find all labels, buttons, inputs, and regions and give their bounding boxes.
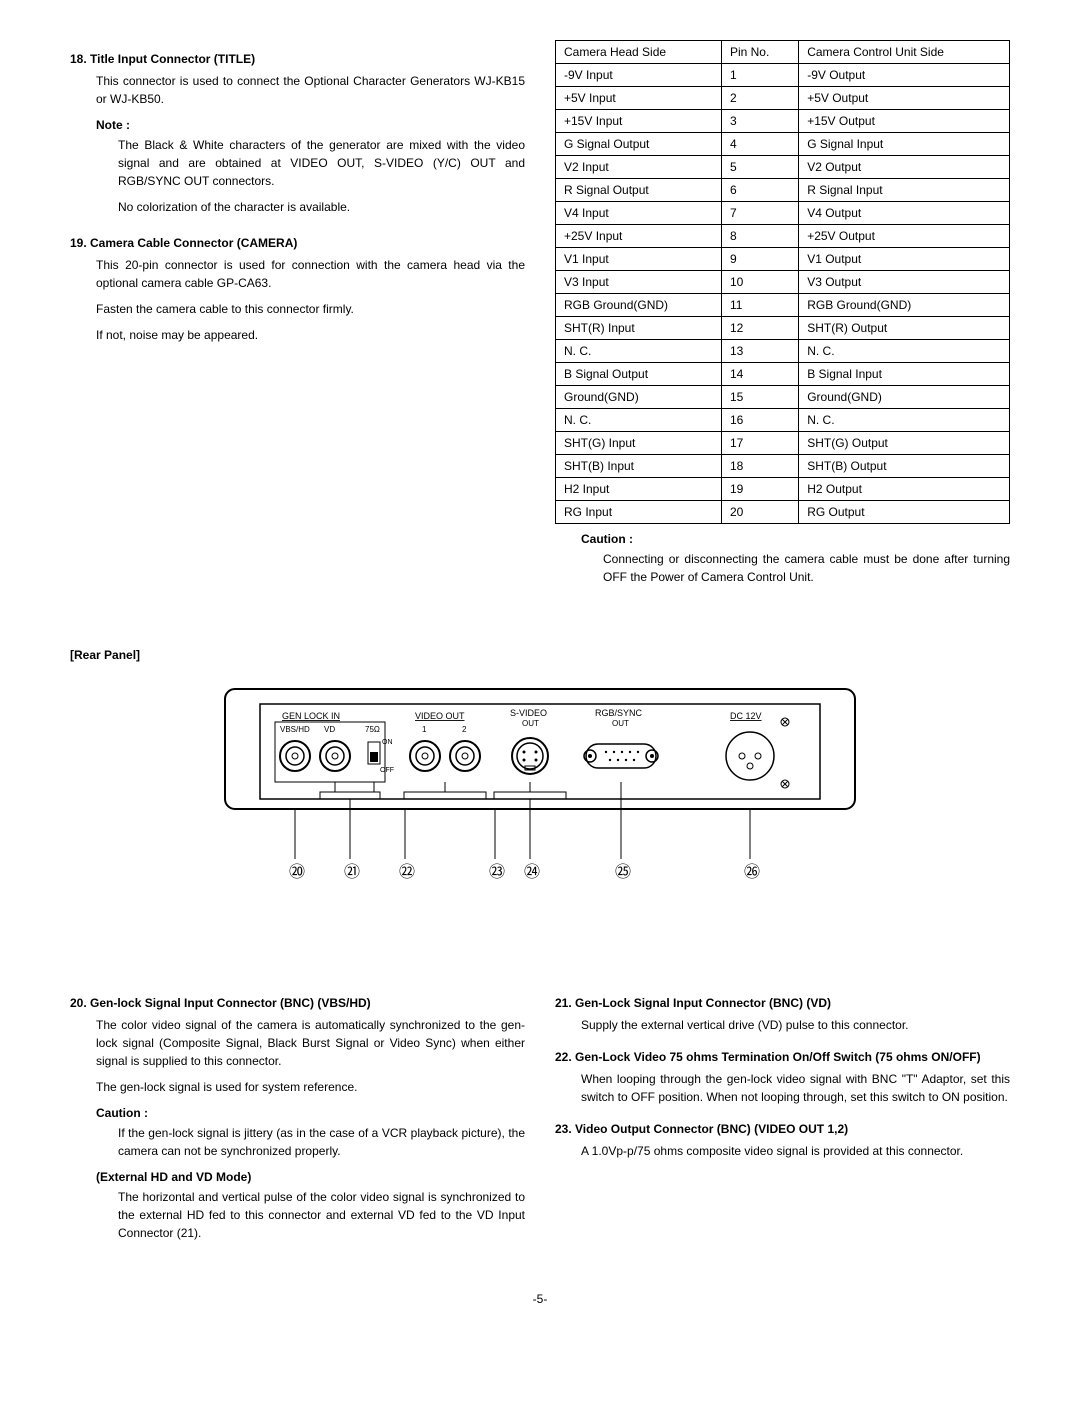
section19-body1: This 20-pin connector is used for connec… — [96, 256, 525, 292]
left-col-top: 18. Title Input Connector (TITLE) This c… — [70, 40, 525, 586]
section23-body: A 1.0Vp-p/75 ohms composite video signal… — [581, 1142, 1010, 1160]
callout-21: ㉑ — [344, 863, 360, 881]
right-col-bottom: 21. Gen-Lock Signal Input Connector (BNC… — [555, 984, 1010, 1250]
table-row: RGB Ground(GND)11RGB Ground(GND) — [556, 294, 1010, 317]
table-row: RG Input20RG Output — [556, 501, 1010, 524]
rear-panel-label: [Rear Panel] — [70, 646, 1010, 664]
lbl-v2: 2 — [462, 725, 467, 734]
section20-body2: The gen-lock signal is used for system r… — [96, 1078, 525, 1096]
lbl-off: OFF — [380, 767, 394, 774]
caution1-label: Caution : — [581, 530, 1010, 548]
lbl-v1: 1 — [422, 725, 427, 734]
section20-ext-text: The horizontal and vertical pulse of the… — [118, 1188, 525, 1242]
section20-body1: The color video signal of the camera is … — [96, 1016, 525, 1070]
section20-caution-label: Caution : — [96, 1104, 525, 1122]
callout-23: ㉓ — [489, 863, 505, 881]
section19-body3: If not, noise may be appeared. — [96, 326, 525, 344]
section20-title: 20. Gen-lock Signal Input Connector (BNC… — [70, 994, 525, 1012]
section19-title: 19. Camera Cable Connector (CAMERA) — [70, 234, 525, 252]
table-row: +5V Input2+5V Output — [556, 87, 1010, 110]
callout-22: ㉒ — [399, 863, 415, 881]
table-row: Ground(GND)15Ground(GND) — [556, 386, 1010, 409]
callout-26: ㉖ — [744, 863, 760, 881]
section19-body2: Fasten the camera cable to this connecto… — [96, 300, 525, 318]
rear-panel-diagram: GEN LOCK IN VBS/HD VD 75Ω ON OFF VIDEO O… — [70, 684, 1010, 904]
table-row: N. C.13N. C. — [556, 340, 1010, 363]
lbl-rgbsync2: OUT — [612, 719, 629, 728]
lbl-vbshd: VBS/HD — [280, 725, 310, 734]
left-col-bottom: 20. Gen-lock Signal Input Connector (BNC… — [70, 984, 525, 1250]
table-row: SHT(G) Input17SHT(G) Output — [556, 432, 1010, 455]
right-col-top: Camera Head SidePin No.Camera Control Un… — [555, 40, 1010, 586]
table-row: N. C.16N. C. — [556, 409, 1010, 432]
top-columns: 18. Title Input Connector (TITLE) This c… — [70, 40, 1010, 586]
section18-note2: No colorization of the character is avai… — [118, 198, 525, 216]
lbl-75: 75Ω — [365, 725, 380, 734]
table-row: SHT(B) Input18SHT(B) Output — [556, 455, 1010, 478]
section18-body: This connector is used to connect the Op… — [96, 72, 525, 108]
section18-note1: The Black & White characters of the gene… — [118, 136, 525, 190]
callout-25: ㉕ — [615, 863, 631, 881]
section21-body: Supply the external vertical drive (VD) … — [581, 1016, 1010, 1034]
callout-24: ㉔ — [524, 863, 540, 881]
section22-body: When looping through the gen-lock video … — [581, 1070, 1010, 1106]
table-row: +15V Input3+15V Output — [556, 110, 1010, 133]
rear-panel-svg: GEN LOCK IN VBS/HD VD 75Ω ON OFF VIDEO O… — [220, 684, 860, 904]
pin-table: Camera Head SidePin No.Camera Control Un… — [555, 40, 1010, 524]
table-row: SHT(R) Input12SHT(R) Output — [556, 317, 1010, 340]
table-row: G Signal Output4G Signal Input — [556, 133, 1010, 156]
pin-header: Pin No. — [721, 41, 798, 64]
table-row: +25V Input8+25V Output — [556, 225, 1010, 248]
pin-header: Camera Control Unit Side — [799, 41, 1010, 64]
table-row: B Signal Output14B Signal Input — [556, 363, 1010, 386]
callout-20: ⑳ — [289, 863, 305, 881]
table-row: V1 Input9V1 Output — [556, 248, 1010, 271]
section18-title: 18. Title Input Connector (TITLE) — [70, 50, 525, 68]
table-row: V2 Input5V2 Output — [556, 156, 1010, 179]
table-row: R Signal Output6R Signal Input — [556, 179, 1010, 202]
table-row: -9V Input1-9V Output — [556, 64, 1010, 87]
lbl-rgbsync1: RGB/SYNC — [595, 708, 643, 718]
bottom-columns: 20. Gen-lock Signal Input Connector (BNC… — [70, 984, 1010, 1250]
caution1-text: Connecting or disconnecting the camera c… — [603, 550, 1010, 586]
section18-note-label: Note : — [96, 116, 525, 134]
section23-title: 23. Video Output Connector (BNC) (VIDEO … — [555, 1120, 1010, 1138]
lbl-videoout: VIDEO OUT — [415, 711, 465, 721]
lbl-svideo2: OUT — [522, 719, 539, 728]
table-row: V3 Input10V3 Output — [556, 271, 1010, 294]
pin-header: Camera Head Side — [556, 41, 722, 64]
table-row: V4 Input7V4 Output — [556, 202, 1010, 225]
lbl-vd: VD — [324, 725, 335, 734]
section21-title: 21. Gen-Lock Signal Input Connector (BNC… — [555, 994, 1010, 1012]
section20-ext-label: (External HD and VD Mode) — [96, 1168, 525, 1186]
lbl-dc12v: DC 12V — [730, 711, 762, 721]
lbl-svideo1: S-VIDEO — [510, 708, 547, 718]
page-number: -5- — [70, 1290, 1010, 1308]
lbl-genlock: GEN LOCK IN — [282, 711, 340, 721]
table-row: H2 Input19H2 Output — [556, 478, 1010, 501]
section22-title: 22. Gen-Lock Video 75 ohms Termination O… — [555, 1048, 1010, 1066]
lbl-on: ON — [382, 739, 393, 746]
section20-caution-text: If the gen-lock signal is jittery (as in… — [118, 1124, 525, 1160]
